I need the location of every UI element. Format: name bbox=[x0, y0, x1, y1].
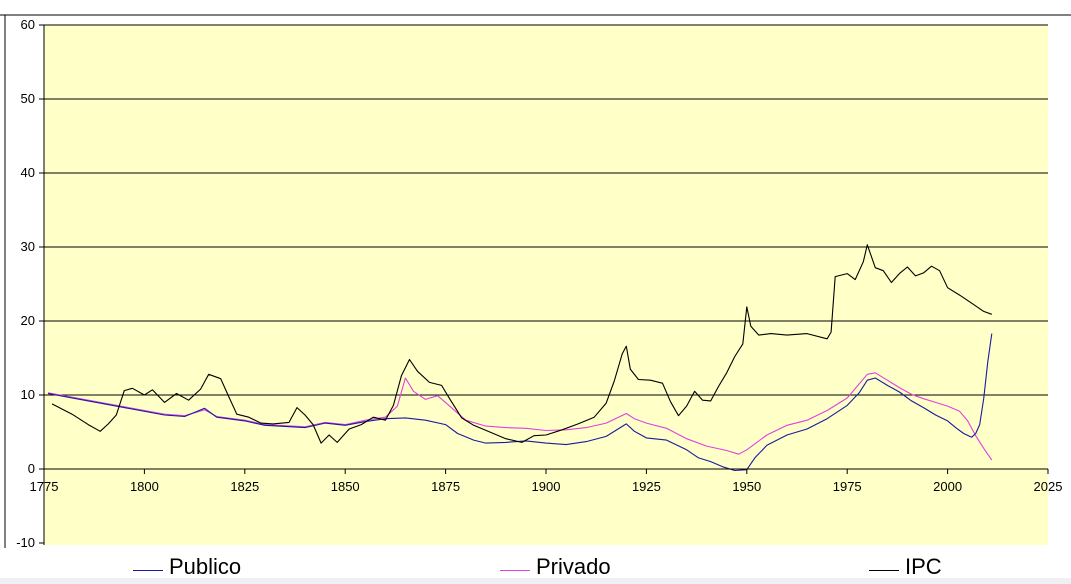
y-tick-label: 30 bbox=[21, 239, 35, 254]
y-tick-label: 0 bbox=[28, 461, 35, 476]
gridlines bbox=[44, 24, 1048, 396]
legend-label-privado: Privado bbox=[536, 554, 611, 579]
x-tick-label: 1825 bbox=[230, 479, 259, 494]
x-tick-label: 1775 bbox=[30, 479, 59, 494]
x-tick-label: 1925 bbox=[632, 479, 661, 494]
series-line-publico bbox=[47, 333, 993, 472]
x-tick-label: 2025 bbox=[1034, 479, 1063, 494]
plot-area bbox=[44, 25, 1048, 545]
y-tick-label: 10 bbox=[21, 387, 35, 402]
x-tick-label: 1975 bbox=[833, 479, 862, 494]
legend-item-privado: Privado bbox=[500, 552, 611, 582]
y-tick-label: 50 bbox=[21, 91, 35, 106]
bottom-band bbox=[0, 578, 1071, 584]
series-lines bbox=[47, 244, 993, 472]
y-tick-label: 60 bbox=[21, 17, 35, 32]
x-tick-label: 1950 bbox=[732, 479, 761, 494]
y-tick-label: 20 bbox=[21, 313, 35, 328]
series-line-privado bbox=[47, 372, 993, 461]
legend-label-ipc: IPC bbox=[905, 554, 942, 579]
legend-swatch-ipc bbox=[869, 569, 899, 571]
x-tick-label: 1850 bbox=[331, 479, 360, 494]
legend-swatch-privado bbox=[500, 569, 530, 571]
line-chart: 1775 1800 1825 1850 1875 1900 1925 1950 1975 2000… bbox=[0, 14, 1071, 548]
y-tick-label: 40 bbox=[21, 165, 35, 180]
x-tick-label: 1900 bbox=[532, 479, 561, 494]
legend-item-publico: Publico bbox=[133, 552, 241, 582]
x-tick-label: 1875 bbox=[431, 479, 460, 494]
legend-swatch-publico bbox=[133, 569, 163, 571]
series-line-ipc bbox=[51, 244, 992, 444]
x-tick-label: 1800 bbox=[130, 479, 159, 494]
y-tick-label: -10 bbox=[16, 535, 35, 548]
legend-item-ipc: IPC bbox=[869, 552, 942, 582]
y-axis-ticks: 60 50 40 30 20 10 0 -10 bbox=[16, 17, 44, 548]
x-axis-ticks: 1775 1800 1825 1850 1875 1900 1925 1950 1975 2000… bbox=[30, 469, 1063, 494]
legend-label-publico: Publico bbox=[169, 554, 242, 579]
x-tick-label: 2000 bbox=[933, 479, 962, 494]
